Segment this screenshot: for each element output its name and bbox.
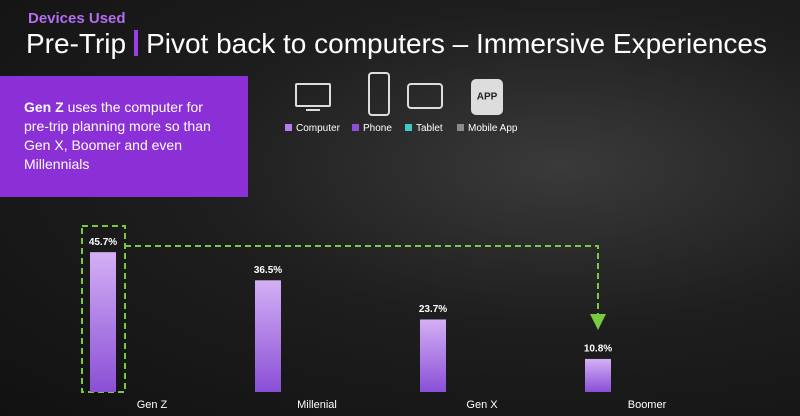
x-tick-label: Gen X [466, 399, 498, 411]
title-right: Pivot back to computers – Immersive Expe… [146, 28, 767, 59]
value-label: 45.7% [89, 237, 117, 248]
bar [90, 252, 116, 392]
device-icons [295, 72, 503, 116]
legend-label: Computer [296, 123, 341, 134]
x-tick-label: Boomer [628, 399, 667, 411]
app-icon-label: APP [477, 92, 498, 103]
bar [420, 319, 446, 392]
legend-swatch [285, 124, 292, 131]
x-tick-label: Millenial [297, 399, 337, 411]
legend-label: Tablet [416, 123, 443, 134]
slide-title: Pre-Trip Pivot back to computers – Immers… [26, 28, 767, 60]
callout-bold: Gen Z [24, 99, 64, 115]
value-label: 36.5% [254, 265, 282, 276]
legend-swatch [457, 124, 464, 131]
value-label: 10.8% [584, 344, 612, 355]
legend-swatch [405, 124, 412, 131]
highlight-arrow [81, 225, 606, 393]
value-label: 23.7% [419, 304, 447, 315]
section-label: Devices Used [28, 10, 126, 27]
x-tick-label: Gen Z [137, 399, 168, 411]
title-separator [134, 30, 139, 56]
callout: Gen Z uses the computer for pre-trip pla… [0, 76, 248, 197]
legend-label: Phone [363, 123, 392, 134]
legend-swatch [352, 124, 359, 131]
legend-label: Mobile App [468, 123, 518, 134]
bar [255, 280, 281, 392]
callout-text: uses the computer for pre-trip planning … [24, 99, 211, 172]
bar [585, 358, 611, 392]
title-left: Pre-Trip [26, 28, 127, 59]
